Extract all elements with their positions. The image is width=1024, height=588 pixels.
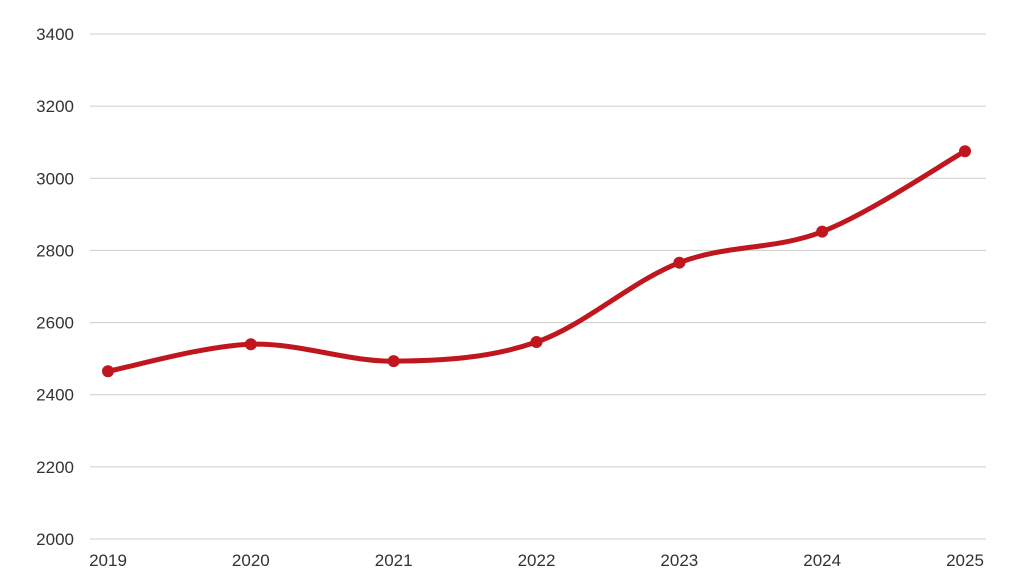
x-tick-label: 2024 [803, 551, 841, 570]
x-axis: 2019 2020 2021 2022 2023 2024 2025 [89, 551, 984, 570]
y-tick-label: 2400 [36, 386, 74, 405]
y-tick-label: 3000 [36, 169, 74, 188]
data-point-2025 [959, 145, 971, 158]
points-layer [102, 145, 971, 378]
data-point-2020 [244, 338, 257, 351]
data-point-2019 [102, 365, 114, 378]
y-tick-label: 3400 [36, 25, 74, 44]
data-point-2021 [387, 355, 400, 368]
x-tick-label: 2025 [946, 551, 984, 570]
y-axis: 2000 2200 2400 2600 2800 3000 3200 3400 [36, 25, 74, 549]
y-tick-label: 2800 [36, 241, 74, 260]
y-tick-label: 3200 [36, 97, 74, 116]
data-point-2024 [816, 225, 829, 238]
y-tick-label: 2200 [36, 458, 74, 477]
x-tick-label: 2021 [375, 551, 413, 570]
x-tick-label: 2023 [660, 551, 698, 570]
x-tick-label: 2022 [518, 551, 556, 570]
x-tick-label: 2020 [232, 551, 270, 570]
y-tick-label: 2600 [36, 314, 74, 333]
data-point-2023 [673, 256, 686, 269]
x-tick-label: 2019 [89, 551, 127, 570]
data-point-2022 [530, 336, 543, 349]
grid-layer [90, 33, 986, 540]
y-tick-label: 2000 [36, 530, 74, 549]
